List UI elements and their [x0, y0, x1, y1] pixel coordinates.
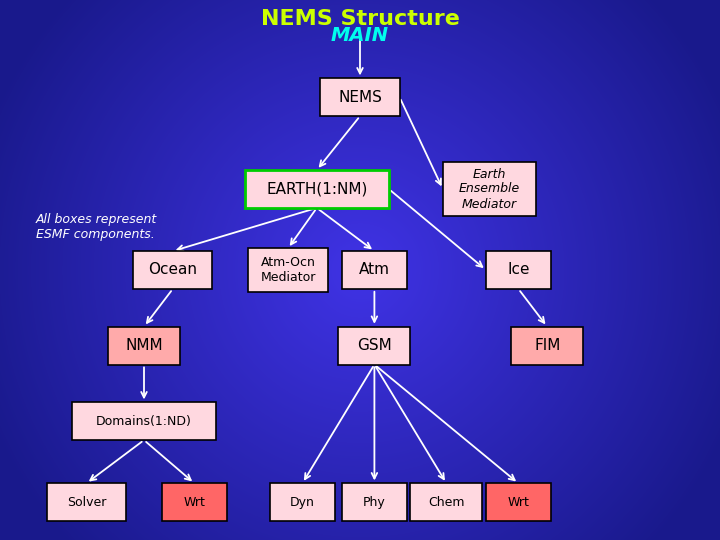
FancyBboxPatch shape [342, 251, 407, 289]
FancyBboxPatch shape [443, 162, 536, 216]
FancyBboxPatch shape [320, 78, 400, 116]
Text: Atm: Atm [359, 262, 390, 278]
Text: Wrt: Wrt [184, 496, 205, 509]
Text: NEMS Structure: NEMS Structure [261, 9, 459, 29]
Text: EARTH(1:NM): EARTH(1:NM) [266, 181, 367, 197]
FancyBboxPatch shape [245, 170, 389, 208]
Text: GSM: GSM [357, 338, 392, 353]
Text: All boxes represent
ESMF components.: All boxes represent ESMF components. [36, 213, 157, 241]
FancyBboxPatch shape [133, 251, 212, 289]
Text: Solver: Solver [67, 496, 106, 509]
Text: Ocean: Ocean [148, 262, 197, 278]
FancyBboxPatch shape [511, 327, 583, 364]
FancyBboxPatch shape [108, 327, 180, 364]
Text: Dyn: Dyn [290, 496, 315, 509]
FancyBboxPatch shape [486, 483, 551, 521]
FancyBboxPatch shape [248, 248, 328, 292]
FancyBboxPatch shape [342, 483, 407, 521]
FancyBboxPatch shape [47, 483, 126, 521]
FancyBboxPatch shape [338, 327, 410, 364]
Text: Wrt: Wrt [508, 496, 529, 509]
Text: Phy: Phy [363, 496, 386, 509]
FancyBboxPatch shape [162, 483, 227, 521]
Text: FIM: FIM [534, 338, 560, 353]
Text: Atm-Ocn
Mediator: Atm-Ocn Mediator [261, 256, 315, 284]
Text: Ice: Ice [507, 262, 530, 278]
FancyBboxPatch shape [72, 402, 216, 440]
Text: Domains(1:ND): Domains(1:ND) [96, 415, 192, 428]
Text: NMM: NMM [125, 338, 163, 353]
FancyBboxPatch shape [486, 251, 551, 289]
Text: Chem: Chem [428, 496, 464, 509]
Text: NEMS: NEMS [338, 90, 382, 105]
Text: Earth
Ensemble
Mediator: Earth Ensemble Mediator [459, 167, 521, 211]
FancyBboxPatch shape [270, 483, 335, 521]
Text: MAIN: MAIN [331, 25, 389, 45]
FancyBboxPatch shape [410, 483, 482, 521]
